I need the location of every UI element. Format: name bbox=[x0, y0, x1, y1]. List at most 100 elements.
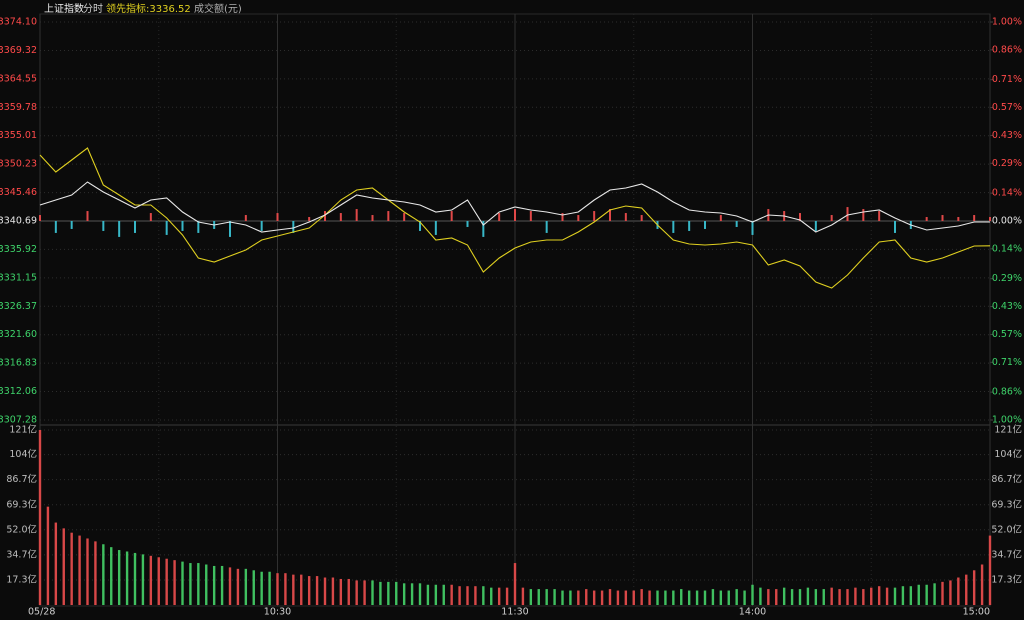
volume-bar bbox=[854, 587, 857, 605]
volume-bar bbox=[149, 555, 153, 605]
y-tick-label: 3374.10 bbox=[0, 17, 37, 28]
volume-bar bbox=[846, 589, 849, 605]
volume-bar bbox=[125, 551, 129, 605]
volume-bar bbox=[133, 552, 137, 605]
y-tick-label: 86.7亿 bbox=[6, 473, 37, 485]
volume-bar bbox=[252, 570, 255, 605]
y2-tick-label: 0.14% bbox=[992, 188, 1022, 199]
volume-bar bbox=[893, 587, 897, 605]
y2-tick-label: 1.00% bbox=[992, 415, 1022, 426]
volume-bar bbox=[78, 535, 81, 605]
breadth-bar bbox=[54, 221, 57, 233]
breadth-bar bbox=[149, 213, 152, 221]
breadth-bar bbox=[846, 207, 849, 221]
breadth-bar bbox=[672, 221, 675, 233]
breadth-bar bbox=[973, 215, 976, 221]
breadth-bar bbox=[735, 221, 738, 227]
y-tick-label: 3335.92 bbox=[0, 244, 37, 255]
price-line bbox=[39, 147, 991, 289]
breadth-bar bbox=[229, 221, 231, 237]
y2-tick-label: 0.86% bbox=[992, 44, 1022, 55]
volume-bar bbox=[862, 589, 865, 605]
volume-bar bbox=[426, 584, 430, 605]
x-tick-label: 11:30 bbox=[501, 607, 528, 618]
volume-bar bbox=[664, 590, 667, 605]
y-tick-label: 3359.78 bbox=[0, 102, 37, 113]
breadth-bar bbox=[134, 221, 136, 233]
volume-bar bbox=[402, 583, 406, 605]
breadth-bar bbox=[70, 221, 73, 229]
breadth-bar bbox=[704, 221, 706, 229]
volume-bar bbox=[331, 577, 335, 605]
breadth-bar bbox=[276, 213, 279, 221]
volume-bar bbox=[719, 590, 723, 605]
volume-bar bbox=[838, 589, 841, 605]
volume-bar bbox=[513, 563, 517, 605]
y2-tick-label: 34.7亿 bbox=[991, 548, 1022, 560]
volume-bar bbox=[458, 586, 461, 605]
volume-bar bbox=[339, 578, 343, 605]
volume-bar bbox=[949, 580, 952, 605]
volume-title: 成交额(元) bbox=[194, 2, 242, 15]
volume-bar bbox=[220, 565, 224, 605]
breadth-bar bbox=[862, 209, 865, 221]
breadth-bar bbox=[355, 209, 358, 221]
chart-title: 上证指数 bbox=[44, 2, 84, 15]
breadth-bar bbox=[894, 221, 896, 233]
breadth-bar bbox=[482, 221, 485, 237]
breadth-bar bbox=[181, 221, 184, 231]
breadth-bar bbox=[719, 215, 722, 221]
breadth-bar bbox=[86, 211, 89, 221]
volume-bar bbox=[395, 581, 398, 605]
volume-bar bbox=[307, 576, 311, 605]
y-tick-label: 3369.32 bbox=[0, 45, 37, 56]
y-tick-label: 3316.83 bbox=[0, 358, 37, 369]
volume-bar bbox=[268, 571, 271, 605]
volume-bar bbox=[418, 583, 422, 605]
volume-bar bbox=[315, 576, 319, 605]
breadth-bar bbox=[830, 215, 833, 221]
volume-bar bbox=[173, 560, 176, 605]
volume-bar bbox=[434, 584, 438, 605]
breadth-bar bbox=[371, 215, 374, 221]
breadth-bar bbox=[387, 211, 390, 221]
y2-tick-label: 104亿 bbox=[994, 448, 1022, 460]
volume-bar bbox=[988, 535, 992, 605]
y2-tick-label: 0.57% bbox=[992, 329, 1022, 340]
volume-bar bbox=[901, 586, 905, 605]
breadth-bar bbox=[989, 217, 991, 221]
volume-bar bbox=[980, 564, 984, 605]
volume-bar bbox=[490, 587, 493, 605]
breadth-bar bbox=[324, 211, 326, 221]
volume-bar bbox=[775, 589, 778, 605]
y-tick-label: 121亿 bbox=[9, 424, 37, 436]
volume-bar bbox=[117, 550, 121, 605]
volume-bar bbox=[972, 570, 976, 605]
volume-bar bbox=[965, 574, 968, 605]
volume-bar bbox=[885, 587, 889, 605]
breadth-bar bbox=[529, 211, 532, 221]
breadth-bar bbox=[688, 221, 691, 231]
volume-bar bbox=[181, 561, 184, 605]
volume-bar bbox=[695, 590, 699, 605]
y-tick-label: 69.3亿 bbox=[6, 498, 37, 510]
volume-bar bbox=[592, 590, 596, 605]
volume-bar bbox=[141, 554, 145, 605]
y-tick-label: 104亿 bbox=[9, 448, 37, 460]
volume-bar bbox=[941, 581, 944, 605]
x-tick-label: 05/28 bbox=[28, 607, 55, 618]
volume-bar bbox=[640, 589, 643, 605]
volume-bar bbox=[347, 578, 350, 605]
volume-bar bbox=[323, 577, 327, 605]
breadth-bar bbox=[751, 221, 754, 235]
y2-tick-label: 0.00% bbox=[992, 216, 1022, 227]
volume-bar bbox=[561, 590, 564, 605]
volume-bar bbox=[236, 568, 240, 605]
y2-tick-label: 0.71% bbox=[992, 357, 1022, 368]
breadth-bar bbox=[561, 213, 564, 221]
volume-bar bbox=[727, 590, 730, 605]
y2-tick-label: 1.00% bbox=[992, 17, 1022, 28]
breadth-bar bbox=[102, 221, 105, 231]
volume-bar bbox=[212, 565, 216, 605]
